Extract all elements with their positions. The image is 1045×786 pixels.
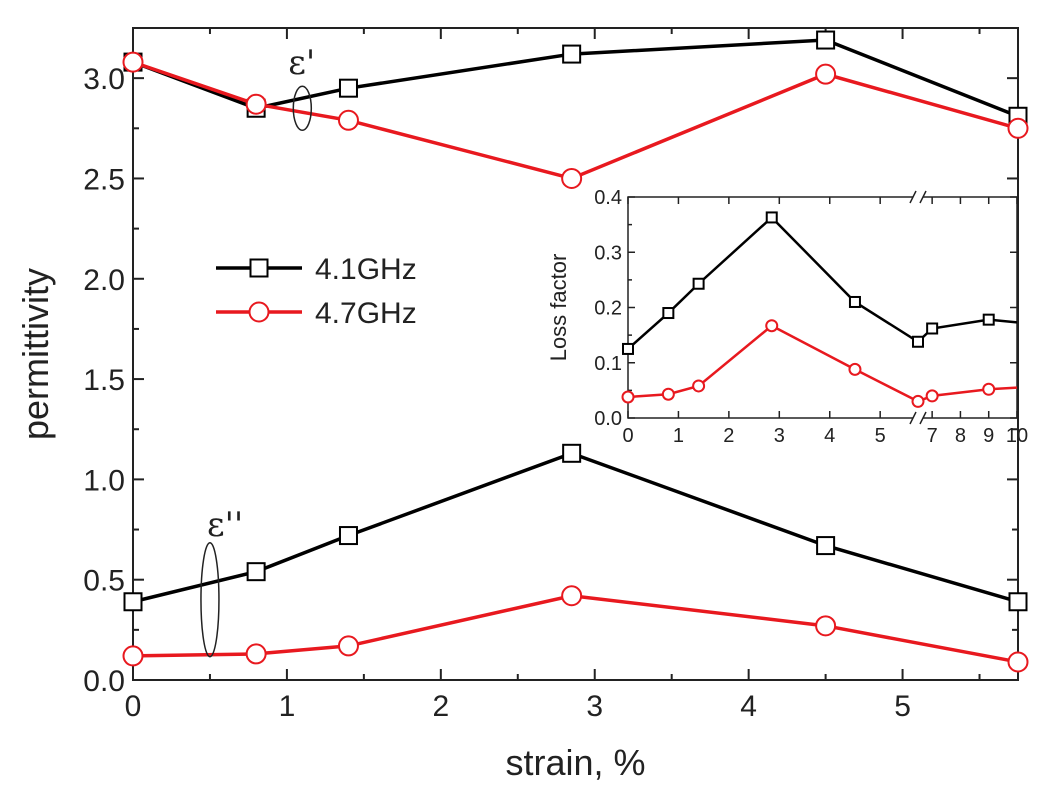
inset-x-tick-label: 0 xyxy=(622,425,633,447)
y-axis-title: permittivity xyxy=(15,268,56,440)
data-point xyxy=(816,536,836,556)
inset-y-tick-label: 0.0 xyxy=(594,408,622,430)
y-tick-label: 1.0 xyxy=(83,464,125,497)
inset-x-tick-label: 5 xyxy=(875,425,886,447)
y-tick-label: 3.0 xyxy=(83,63,125,96)
x-axis-title: strain, % xyxy=(505,742,645,783)
inset-data-point xyxy=(926,322,939,335)
data-point xyxy=(816,30,836,50)
y-tick-label: 2.5 xyxy=(83,163,125,196)
inset-frame xyxy=(627,196,1018,419)
data-point xyxy=(122,645,144,667)
inset-y-tick-label: 0.4 xyxy=(594,187,622,209)
axis-break-mark xyxy=(909,411,917,425)
inset-data-point xyxy=(982,382,996,396)
legend-marker xyxy=(248,301,270,323)
inset-data-point xyxy=(661,387,675,401)
inset-y-tick-label: 0.1 xyxy=(594,353,622,375)
data-point xyxy=(246,562,266,582)
inset-x-tick-label: 1 xyxy=(673,425,684,447)
y-tick-label: 1.5 xyxy=(83,364,125,397)
inset-data-point xyxy=(621,390,635,404)
inset-y-tick-label: 0.3 xyxy=(594,242,622,264)
inset-data-point xyxy=(622,342,634,355)
data-point xyxy=(1007,117,1029,139)
x-tick-label: 5 xyxy=(894,690,911,723)
legend-label: 4.7GHz xyxy=(315,297,417,330)
annotation-ellipse-imag xyxy=(200,542,220,658)
axis-break-mark xyxy=(919,190,927,204)
data-point xyxy=(337,635,359,657)
x-tick-label: 4 xyxy=(740,690,757,723)
inset-x-tick-label: 8 xyxy=(955,425,966,447)
data-point xyxy=(815,615,837,637)
inset-x-tick-label: 9 xyxy=(983,425,994,447)
data-point xyxy=(122,51,144,73)
x-tick-label: 0 xyxy=(125,690,142,723)
data-point xyxy=(562,44,582,64)
axis-break-mark xyxy=(919,411,927,425)
series-line-imag-2 xyxy=(132,451,1019,604)
inset-data-point xyxy=(848,362,862,376)
inset-data-point xyxy=(765,211,778,224)
data-point xyxy=(337,109,359,131)
legend-label: 4.1GHz xyxy=(315,253,417,286)
inset-y-axis-title: Loss factor xyxy=(546,254,571,362)
inset-data-point xyxy=(662,307,675,320)
inset-x-tick-label: 10 xyxy=(1006,425,1028,447)
main-plot: 0 1 2 3 4 5 0.0 0.5 1.0 1.5 2.0 2.5 3.0 strain, % perm… xyxy=(15,27,1029,783)
inset-plot: 0 1 2 3 4 5 7 8 9 10 0.0 0.1 0.2 0.3 0.4 Loss factor xyxy=(546,187,1028,447)
y-tick-label: 2.0 xyxy=(83,264,125,297)
data-point xyxy=(338,526,358,546)
inset-y-tick-label: 0.2 xyxy=(594,298,622,320)
inset-x-tick-label: 4 xyxy=(824,425,835,447)
data-point xyxy=(561,167,583,189)
annotation-imag: ε'' xyxy=(207,505,243,545)
inset-data-point xyxy=(982,313,995,326)
data-point xyxy=(561,585,583,607)
data-point xyxy=(245,93,267,115)
inset-x-tick-label: 2 xyxy=(723,425,734,447)
inset-x-tick-label: 3 xyxy=(774,425,785,447)
legend-marker xyxy=(249,258,269,278)
inset-data-point xyxy=(925,389,939,403)
axis-break-mark xyxy=(909,190,917,204)
inset-data-point xyxy=(911,394,925,408)
series-line-real-0 xyxy=(132,38,1019,118)
series-line-real-1 xyxy=(132,60,1019,181)
inset-data-point xyxy=(848,295,861,308)
data-point xyxy=(562,443,582,463)
inset-x-tick-label: 7 xyxy=(927,425,938,447)
x-tick-label: 3 xyxy=(586,690,603,723)
inset-data-point xyxy=(692,379,706,393)
data-point xyxy=(245,643,267,665)
annotation-real: ε' xyxy=(288,43,315,83)
annotation-ellipse-real xyxy=(292,85,313,131)
x-tick-label: 2 xyxy=(432,690,449,723)
data-point xyxy=(815,63,837,85)
inset-data-point xyxy=(765,319,779,333)
plot-frame xyxy=(132,27,1019,681)
data-point xyxy=(1008,592,1028,612)
axis-break-gap xyxy=(913,412,923,424)
inset-data-point xyxy=(912,335,924,348)
data-point xyxy=(123,592,143,612)
axis-break-gap xyxy=(913,191,923,203)
data-point xyxy=(1007,651,1029,673)
series-line-imag-3 xyxy=(132,593,1019,664)
y-tick-label: 0.5 xyxy=(83,565,125,598)
x-tick-label: 1 xyxy=(279,690,296,723)
y-tick-label: 0.0 xyxy=(83,665,125,698)
inset-data-point xyxy=(692,277,705,290)
data-point xyxy=(338,78,358,98)
